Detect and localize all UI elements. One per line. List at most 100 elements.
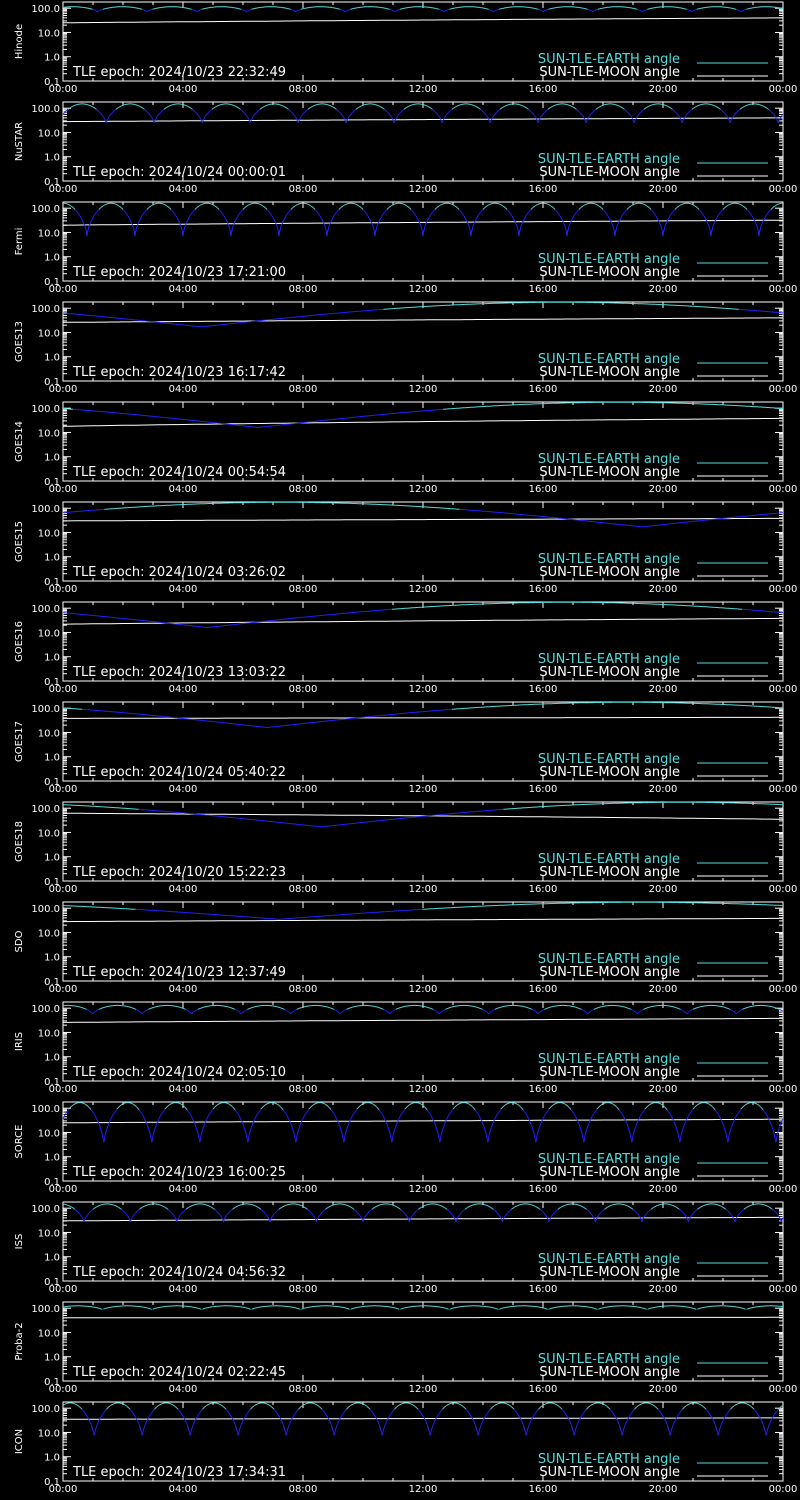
series-earth-angle-segment (188, 217, 190, 219)
series-earth-angle-segment (305, 110, 307, 112)
series-earth-angle-segment (664, 226, 666, 229)
series-earth-angle-segment (334, 214, 336, 216)
series-earth-angle-segment (724, 112, 726, 115)
series-earth-angle-segment (382, 213, 384, 215)
series-earth-angle-segment (250, 120, 252, 123)
series-earth-angle-segment (280, 226, 282, 229)
series-earth-angle-segment (80, 217, 82, 219)
series-earth-angle-segment (90, 220, 92, 222)
series-earth-angle-segment (637, 115, 639, 117)
series-earth-angle-segment (464, 216, 466, 218)
series-earth-angle-segment (387, 208, 389, 210)
series-earth-angle-segment (725, 114, 727, 116)
series-earth-angle-segment (191, 212, 193, 214)
series-earth-angle-segment (656, 216, 658, 218)
series-earth-angle-segment (327, 229, 329, 233)
series-earth-angle-segment (573, 214, 575, 217)
series-earth-angle-segment (417, 218, 419, 220)
series-earth-angle-segment (291, 111, 293, 113)
series-earth-angle-segment (73, 208, 75, 210)
series-earth-angle-segment (123, 209, 125, 211)
series-earth-angle-segment (733, 115, 735, 117)
series-earth-angle-segment (382, 214, 384, 216)
series-earth-angle-segment (728, 118, 730, 121)
series-earth-angle-segment (627, 112, 629, 114)
series-earth-angle-segment (481, 209, 483, 211)
series-earth-angle-segment (63, 112, 65, 114)
series-earth-angle-segment (148, 113, 150, 115)
series-earth-angle-segment (767, 212, 769, 214)
series-earth-angle-segment (781, 115, 783, 117)
series-earth-angle-segment (155, 117, 157, 119)
x-tick-label: 04:00 (169, 84, 198, 95)
series-earth-angle-segment (396, 115, 398, 118)
series-earth-angle-segment (391, 116, 393, 119)
series-earth-angle-segment (667, 219, 669, 221)
series-earth-angle-segment (255, 112, 257, 114)
x-tick-label: 00:00 (49, 84, 78, 95)
series-earth-angle-segment (631, 116, 633, 119)
series-earth-angle-segment (491, 117, 493, 119)
legend-earth-label: SUN-TLE-EARTH angle (538, 252, 680, 267)
series-earth-angle-segment (396, 116, 398, 118)
series-earth-angle-segment (766, 214, 768, 216)
series-earth-angle-segment (639, 112, 641, 114)
series-earth-angle-segment (394, 119, 396, 121)
series-earth-angle-segment (89, 223, 91, 226)
series-earth-angle-segment (478, 213, 480, 215)
series-earth-angle-segment (471, 229, 473, 233)
series-earth-angle-segment (752, 217, 754, 219)
series-earth-angle-segment (708, 224, 710, 227)
series-earth-angle-segment (524, 217, 526, 219)
series-earth-angle-segment (103, 117, 105, 119)
series-earth-angle-segment (179, 222, 181, 225)
series-earth-angle-segment (737, 110, 739, 112)
series-earth-angle-segment (764, 216, 766, 218)
series-earth-angle-segment (120, 207, 122, 209)
series-earth-angle-segment (481, 110, 483, 112)
series-earth-angle-segment (578, 110, 580, 112)
series-earth-angle-segment (129, 219, 131, 221)
series-earth-angle-segment (209, 110, 211, 112)
x-tick-label: 00:00 (769, 384, 798, 395)
series-earth-angle-segment (62, 113, 64, 115)
series-earth-angle-segment (668, 216, 670, 218)
series-earth-angle-segment (729, 121, 731, 124)
series-earth-angle-segment (319, 214, 321, 217)
series-earth-angle-segment (303, 112, 305, 114)
series-earth-angle-segment (80, 216, 82, 218)
series-earth-angle-segment (287, 212, 289, 214)
series-earth-angle-segment (387, 111, 389, 113)
series-earth-angle-segment (362, 208, 364, 210)
series-earth-angle-segment (363, 209, 365, 211)
series-earth-angle-segment (373, 227, 375, 230)
series-earth-angle-segment (322, 221, 324, 223)
series-earth-angle-segment (631, 117, 633, 119)
series-earth-angle-segment (65, 110, 67, 112)
series-earth-angle-segment (521, 222, 523, 225)
series-earth-angle-segment (566, 231, 568, 237)
series-earth-angle-segment (479, 212, 481, 214)
series-earth-angle-segment (337, 209, 339, 211)
series-earth-angle-segment (448, 111, 450, 113)
series-earth-angle-segment (152, 119, 154, 122)
series-earth-angle-segment (559, 214, 561, 217)
series-earth-angle-segment (84, 224, 86, 227)
series-earth-angle-segment (296, 119, 298, 122)
series-earth-angle-segment (675, 208, 677, 210)
series-earth-angle-segment (285, 214, 287, 217)
series-earth-angle-segment (254, 113, 256, 115)
series-earth-angle-segment (257, 110, 259, 112)
series-earth-angle-segment (531, 112, 533, 114)
series-earth-angle-segment (543, 112, 545, 114)
series-earth-angle-segment (238, 213, 240, 215)
series-earth-angle-segment (580, 113, 582, 115)
series-earth-angle-segment (427, 218, 429, 220)
series-earth-angle-segment (217, 208, 219, 210)
series-earth-angle-segment (487, 117, 489, 119)
series-earth-angle-segment (328, 224, 330, 227)
series-earth-angle-segment (97, 110, 99, 112)
series-earth-angle-segment (661, 229, 663, 233)
series-earth-angle-segment (434, 209, 436, 211)
series-earth-angle-segment (521, 223, 523, 226)
